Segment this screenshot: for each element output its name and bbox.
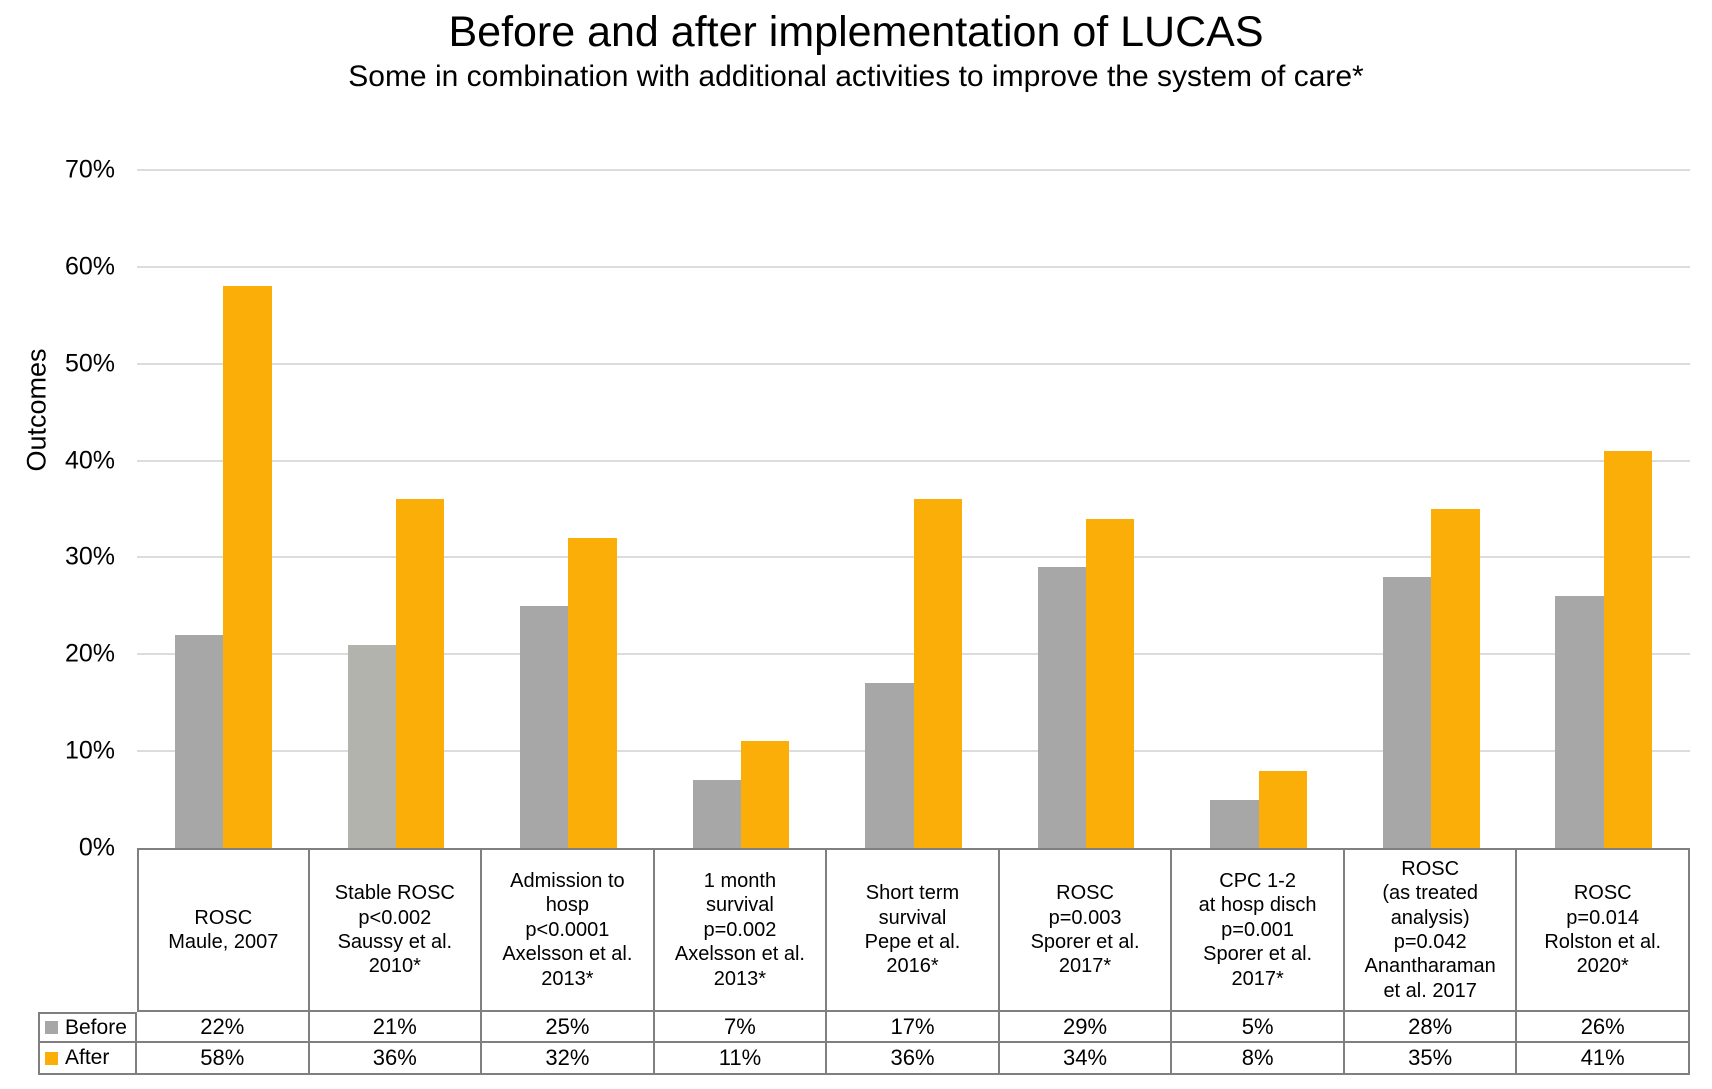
gridline bbox=[137, 653, 1690, 656]
category-label: ROSC p=0.014 Rolston et al. 2020* bbox=[1517, 848, 1690, 1012]
category-label: CPC 1-2 at hosp disch p=0.001 Sporer et … bbox=[1172, 848, 1345, 1012]
bar-group bbox=[1345, 170, 1518, 848]
bar-before bbox=[520, 605, 569, 848]
legend-label: Before bbox=[65, 1015, 127, 1039]
category-label: ROSC (as treated analysis) p=0.042 Anant… bbox=[1344, 848, 1518, 1012]
y-axis-tick-labels: 0% 10% 20% 30% 40% 50% 60% 70% bbox=[0, 157, 127, 860]
bar-before bbox=[1210, 799, 1259, 848]
bar-after bbox=[913, 499, 962, 848]
bar-group bbox=[655, 170, 828, 848]
value-cell-before: 21% bbox=[309, 1012, 483, 1043]
chart-subtitle: Some in combination with additional acti… bbox=[348, 60, 1364, 93]
value-cell-after: 58% bbox=[137, 1043, 310, 1075]
bar-before bbox=[347, 644, 396, 848]
gridline bbox=[137, 459, 1690, 462]
bar-before bbox=[1382, 576, 1432, 848]
gridline bbox=[137, 169, 1690, 171]
value-cell-after: 36% bbox=[309, 1043, 483, 1075]
bar-group bbox=[1518, 170, 1691, 848]
value-cell-after: 35% bbox=[1344, 1043, 1518, 1075]
legend-swatch-after bbox=[45, 1051, 58, 1065]
legend-swatch-before bbox=[45, 1021, 58, 1034]
data-table: ROSC Maule, 2007 Stable ROSC p<0.002 Saus… bbox=[38, 848, 1690, 1075]
bar-before bbox=[865, 683, 914, 848]
y-tick-label: 0% bbox=[78, 833, 115, 862]
value-cell-before: 22% bbox=[137, 1012, 310, 1043]
category-label: ROSC p=0.003 Sporer et al. 2017* bbox=[999, 848, 1173, 1012]
legend-key-before: Before bbox=[38, 1012, 137, 1043]
bar-group bbox=[1172, 170, 1345, 848]
y-tick-label: 20% bbox=[64, 639, 115, 668]
gridline bbox=[137, 362, 1690, 365]
bar-before bbox=[1037, 567, 1087, 848]
value-cell-after: 36% bbox=[827, 1043, 1000, 1075]
bar-after bbox=[1603, 450, 1653, 848]
y-tick-label: 10% bbox=[64, 736, 115, 765]
bar-group bbox=[137, 170, 310, 848]
category-label: Admission to hosp p<0.0001 Axelsson et a… bbox=[482, 848, 655, 1012]
value-cell-after: 32% bbox=[482, 1043, 655, 1075]
value-cell-before: 7% bbox=[654, 1012, 828, 1043]
bar-after bbox=[740, 741, 790, 848]
table-corner-spacer bbox=[38, 848, 137, 1012]
bar-after bbox=[1258, 770, 1307, 848]
value-cell-before: 5% bbox=[1172, 1012, 1345, 1043]
value-cell-before: 28% bbox=[1344, 1012, 1518, 1043]
gridline bbox=[137, 556, 1690, 559]
category-label: Short term survival Pepe et al. 2016* bbox=[827, 848, 1000, 1012]
category-label: Stable ROSC p<0.002 Saussy et al. 2010* bbox=[309, 848, 483, 1012]
bar-after bbox=[568, 538, 617, 848]
plot-area bbox=[137, 169, 1690, 848]
value-cell-before: 26% bbox=[1517, 1012, 1690, 1043]
chart-title: Before and after implementation of LUCAS bbox=[448, 8, 1264, 56]
y-tick-label: 70% bbox=[64, 155, 115, 184]
legend-label: After bbox=[65, 1046, 110, 1069]
legend-key-after: After bbox=[38, 1043, 137, 1075]
value-cell-before: 25% bbox=[482, 1012, 655, 1043]
bar-after bbox=[1086, 518, 1135, 848]
bar-group bbox=[310, 170, 483, 848]
bars-layer bbox=[137, 170, 1690, 848]
bar-after bbox=[395, 499, 445, 848]
category-label: ROSC Maule, 2007 bbox=[137, 848, 310, 1012]
bar-group bbox=[827, 170, 1000, 848]
gridline bbox=[137, 265, 1690, 268]
bar-after bbox=[1431, 509, 1480, 848]
value-cell-before: 29% bbox=[999, 1012, 1173, 1043]
bar-before bbox=[174, 634, 224, 848]
y-tick-label: 60% bbox=[64, 252, 115, 281]
bar-before bbox=[1555, 596, 1604, 848]
bar-group bbox=[482, 170, 655, 848]
bar-after bbox=[223, 286, 272, 848]
bar-before bbox=[692, 780, 741, 848]
category-label: 1 month survival p=0.002 Axelsson et al.… bbox=[654, 848, 828, 1012]
value-cell-after: 41% bbox=[1517, 1043, 1690, 1075]
value-cell-after: 8% bbox=[1172, 1043, 1345, 1075]
value-cell-before: 17% bbox=[827, 1012, 1000, 1043]
y-tick-label: 30% bbox=[64, 542, 115, 571]
value-cell-after: 11% bbox=[654, 1043, 828, 1075]
value-cell-after: 34% bbox=[999, 1043, 1173, 1075]
bar-group bbox=[1000, 170, 1173, 848]
y-tick-label: 50% bbox=[64, 349, 115, 378]
y-tick-label: 40% bbox=[64, 446, 115, 475]
